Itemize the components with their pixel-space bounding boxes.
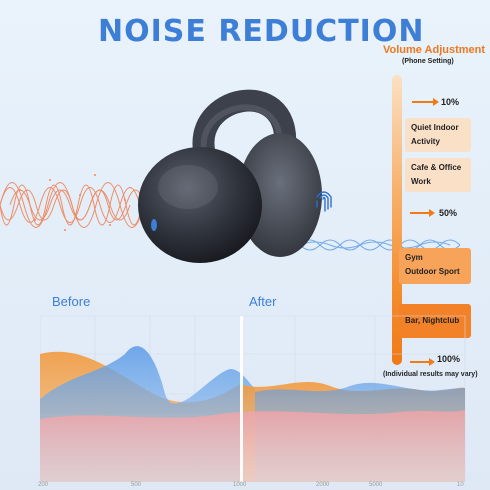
x-tick-10: 10 [457, 482, 464, 488]
after-label: After [249, 294, 277, 309]
volume-adjustment-title: Volume Adjustment [383, 44, 486, 56]
x-tick-200: 200 [38, 482, 49, 488]
x-tick-1000: 1000 [233, 482, 247, 488]
level-bar-nightclub: Bar, Nightclub [399, 304, 471, 338]
frequency-graph [40, 315, 466, 482]
arrow-100 [410, 358, 435, 366]
level-gym-outdoor-line1: Gym [405, 253, 423, 262]
level-gym-outdoor-line2: Outdoor Sport [405, 267, 460, 276]
earbud-image [138, 89, 322, 263]
level-bar-nightclub-line1: Bar, Nightclub [405, 316, 460, 325]
before-label: Before [52, 294, 91, 309]
level-quiet-indoor: Quiet Indoor Activity [405, 118, 471, 152]
results-disclaimer: (Individual results may vary) [383, 371, 478, 378]
level-quiet-indoor-line1: Quiet Indoor [411, 123, 459, 132]
arrow-10 [412, 98, 439, 106]
noise-wave-before [0, 174, 145, 231]
marker-50-percent: 50% [439, 208, 458, 218]
marker-10-percent: 10% [441, 97, 460, 107]
volume-scale-bar [392, 75, 402, 365]
level-quiet-indoor-line2: Activity [411, 137, 440, 146]
level-cafe-office-line1: Cafe & Office [411, 163, 462, 172]
level-cafe-office: Cafe & Office Work [405, 158, 471, 192]
x-tick-5000: 5000 [369, 482, 383, 488]
volume-adjustment-subtitle: (Phone Setting) [402, 58, 454, 65]
fingerprint-icon [316, 191, 332, 212]
marker-100-percent: 100% [437, 354, 461, 364]
x-tick-2000: 2000 [316, 482, 330, 488]
level-gym-outdoor: Gym Outdoor Sport [399, 248, 471, 284]
x-tick-500: 500 [131, 482, 142, 488]
arrow-50 [410, 209, 435, 217]
page-title: NOISE REDUCTION [98, 14, 425, 49]
level-cafe-office-line2: Work [411, 177, 431, 186]
